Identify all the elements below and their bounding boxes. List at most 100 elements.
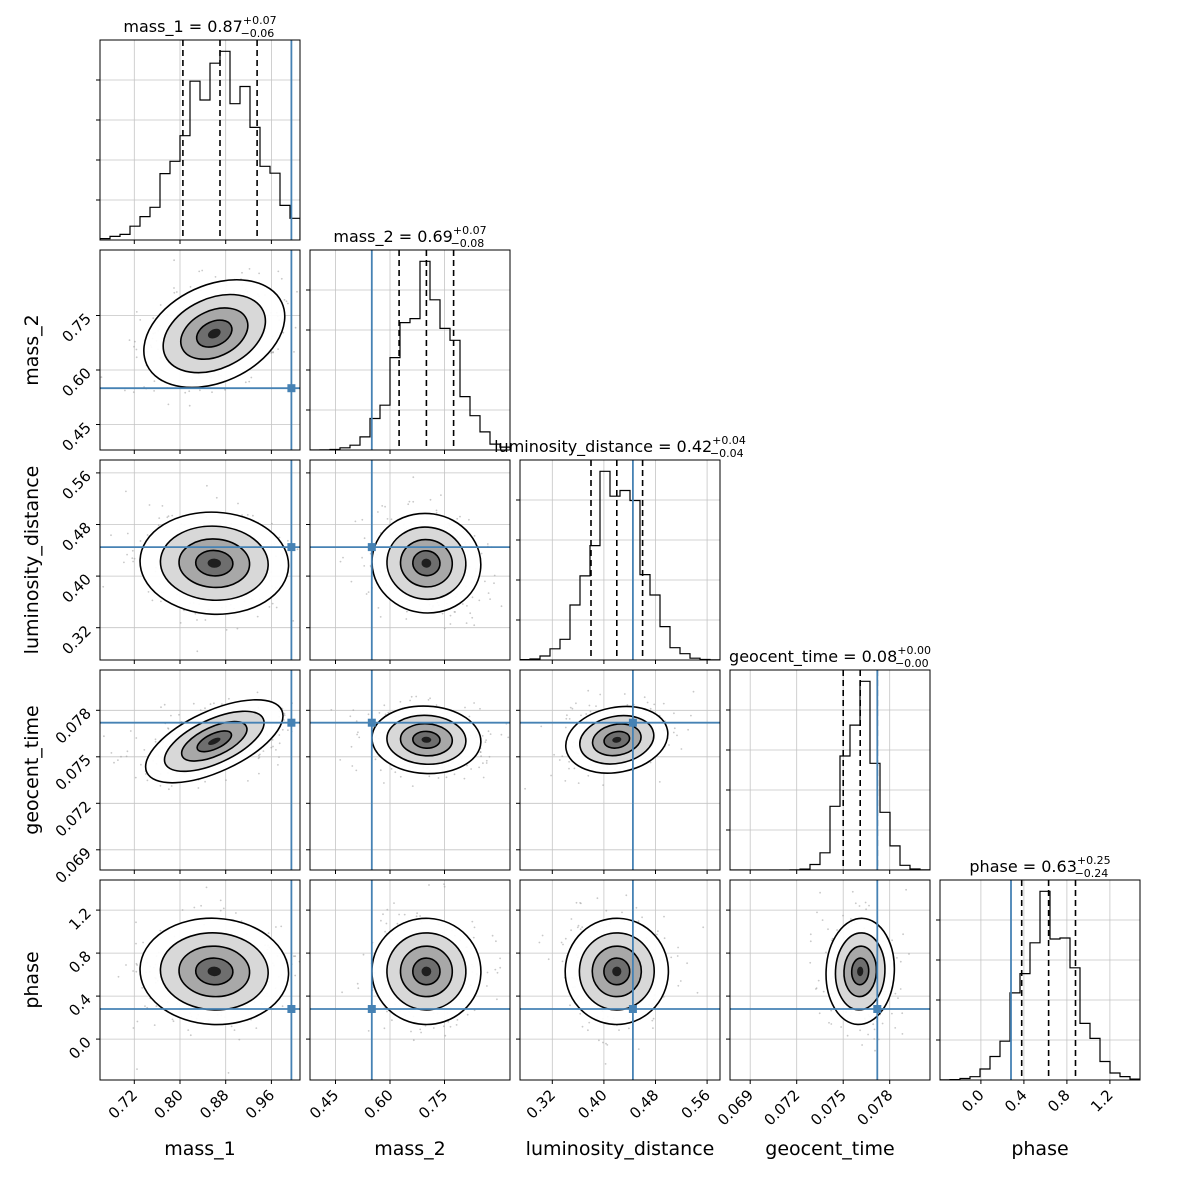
sample-point <box>485 762 488 764</box>
sample-point <box>471 596 474 599</box>
sample-point <box>564 780 567 782</box>
sample-point <box>246 514 249 516</box>
sample-point <box>342 556 344 559</box>
sample-point <box>255 1027 258 1029</box>
sample-point <box>287 729 289 731</box>
sample-point <box>219 909 222 912</box>
sample-point <box>278 734 281 736</box>
sample-point <box>147 591 150 593</box>
sample-point <box>621 911 623 914</box>
sample-point <box>280 925 283 928</box>
sample-point <box>258 272 260 275</box>
sample-point <box>136 1068 138 1070</box>
sample-point <box>902 933 904 936</box>
grid-lines <box>940 880 1140 1080</box>
sample-point <box>134 340 136 343</box>
sample-point <box>908 953 910 955</box>
sample-point <box>271 738 274 741</box>
x-tick-label: 0.8 <box>1044 1086 1074 1116</box>
sample-point <box>576 926 579 929</box>
x-tick-label: 0.075 <box>807 1086 850 1129</box>
sample-point <box>663 915 665 918</box>
sample-point <box>173 287 175 289</box>
sample-point <box>262 750 265 752</box>
sample-point <box>480 755 482 758</box>
sample-point <box>294 326 297 329</box>
sample-point <box>381 505 384 507</box>
sample-point <box>227 1072 230 1074</box>
sample-point <box>211 391 213 394</box>
sample-point <box>858 905 861 907</box>
sample-point <box>384 713 387 716</box>
sample-point <box>456 517 459 520</box>
sample-point <box>275 926 277 928</box>
sample-point <box>363 537 366 540</box>
sample-point <box>482 762 484 765</box>
sample-point <box>891 1012 893 1015</box>
sample-point <box>412 500 415 503</box>
sample-point <box>493 574 496 577</box>
sample-point <box>374 758 377 761</box>
sample-point <box>189 1034 192 1037</box>
truth-marker <box>873 1005 882 1013</box>
sample-point <box>135 970 138 973</box>
sample-point <box>602 1041 604 1044</box>
histogram-steps <box>940 890 1140 1080</box>
density-peak <box>612 736 622 743</box>
sample-point <box>307 926 309 928</box>
sample-point <box>219 899 222 902</box>
sample-point <box>641 916 643 919</box>
sample-point <box>486 985 488 987</box>
sample-point <box>873 1028 876 1031</box>
sample-point <box>568 760 570 763</box>
sample-point <box>905 888 907 891</box>
y-tick-label: 0.75 <box>58 310 94 346</box>
sample-point <box>126 532 129 535</box>
sample-point <box>209 703 212 705</box>
sample-point <box>280 277 283 280</box>
sample-point <box>899 960 902 963</box>
title-upper-error: +0.07 <box>243 14 277 27</box>
sample-point <box>580 714 582 717</box>
density-panel-mass_2-vs-mass_1: 0.45 0.60 0.75 <box>58 247 322 455</box>
sample-point <box>383 1027 386 1030</box>
y-tick-label: 0.40 <box>58 570 94 606</box>
truth-marker <box>287 543 296 552</box>
sample-point <box>670 956 673 959</box>
sample-point <box>589 710 592 713</box>
sample-point <box>301 294 303 296</box>
sample-point <box>702 926 705 929</box>
sample-point <box>550 774 552 777</box>
sample-point <box>125 490 127 493</box>
x-tick-label: 0.32 <box>523 1086 559 1122</box>
sample-point <box>569 706 572 709</box>
sample-point <box>199 389 201 392</box>
sample-point <box>192 702 195 705</box>
sample-point <box>358 736 361 739</box>
density-peak <box>857 966 864 977</box>
sample-point <box>194 612 197 615</box>
sample-point <box>139 319 142 321</box>
sample-point <box>568 767 570 770</box>
sample-point <box>538 941 541 944</box>
sample-point <box>496 971 499 974</box>
sample-point <box>429 697 431 700</box>
sample-point <box>432 1027 435 1029</box>
sample-point <box>657 930 659 932</box>
panel-frame <box>309 459 511 661</box>
sample-point <box>161 505 164 507</box>
sample-point <box>133 345 135 348</box>
truth-marker <box>367 543 376 552</box>
panel-frame <box>939 879 1141 1081</box>
sample-point <box>449 614 452 617</box>
sample-point <box>270 746 273 749</box>
sample-point <box>247 780 249 782</box>
panel-frame <box>309 249 511 451</box>
x-tick-label: 0.56 <box>678 1086 714 1122</box>
x-tick-label: 1.2 <box>1087 1086 1117 1116</box>
sample-point <box>386 1010 388 1013</box>
sample-point <box>541 934 544 937</box>
sample-point <box>320 247 322 249</box>
sample-point <box>214 276 217 278</box>
sample-point <box>399 775 402 778</box>
